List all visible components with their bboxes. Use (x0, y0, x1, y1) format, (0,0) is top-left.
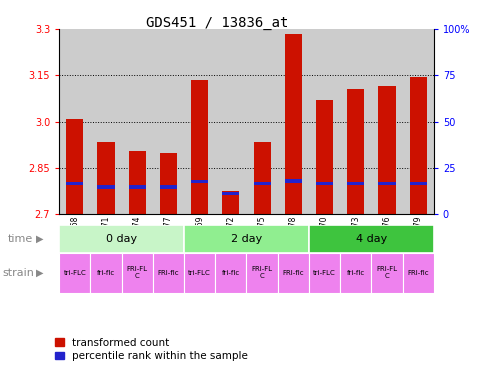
Bar (129, 151, 146, 214)
Bar (371, 29, 403, 214)
Bar (246, 29, 278, 214)
Text: FRI-FL
C: FRI-FL C (127, 266, 148, 279)
Text: ▶: ▶ (35, 234, 43, 244)
Text: fri-flc: fri-flc (97, 270, 115, 276)
Bar (98, 142, 114, 214)
Bar (340, 29, 371, 214)
Bar (253, 182, 271, 186)
Bar (222, 191, 240, 214)
Text: strain: strain (2, 268, 35, 278)
Bar (66, 119, 83, 214)
Text: 4 day: 4 day (356, 234, 387, 244)
Bar (122, 253, 153, 293)
Bar (246, 253, 278, 293)
Bar (59, 253, 90, 293)
Bar (309, 29, 340, 214)
Bar (191, 80, 208, 214)
Bar (410, 182, 427, 186)
Bar (59, 29, 90, 214)
Bar (90, 253, 122, 293)
Bar (285, 179, 302, 183)
Bar (90, 29, 122, 214)
Bar (153, 29, 184, 214)
Text: FRI-flc: FRI-flc (282, 270, 304, 276)
Bar (278, 253, 309, 293)
Bar (59, 225, 184, 253)
Text: ▶: ▶ (35, 268, 43, 278)
Bar (184, 253, 215, 293)
Text: fri-flc: fri-flc (222, 270, 240, 276)
Bar (316, 182, 333, 186)
Bar (153, 253, 184, 293)
Text: 0 day: 0 day (106, 234, 137, 244)
Bar (215, 253, 246, 293)
Bar (371, 253, 403, 293)
Bar (191, 180, 208, 183)
Text: GDS451 / 13836_at: GDS451 / 13836_at (146, 16, 288, 30)
Bar (379, 86, 395, 214)
Text: fri-flc: fri-flc (347, 270, 365, 276)
Bar (222, 192, 240, 195)
Bar (285, 34, 302, 214)
Bar (66, 182, 83, 186)
Bar (184, 29, 215, 214)
Bar (410, 77, 427, 214)
Text: tri-FLC: tri-FLC (188, 270, 211, 276)
Bar (379, 182, 395, 186)
Bar (122, 29, 153, 214)
Bar (309, 253, 340, 293)
Bar (403, 29, 434, 214)
Bar (160, 153, 177, 214)
Text: FRI-flc: FRI-flc (158, 270, 179, 276)
Text: FRI-flc: FRI-flc (407, 270, 429, 276)
Text: time: time (7, 234, 33, 244)
Text: tri-FLC: tri-FLC (64, 270, 86, 276)
Bar (278, 29, 309, 214)
Text: 2 day: 2 day (231, 234, 262, 244)
Text: FRI-FL
C: FRI-FL C (377, 266, 397, 279)
Text: tri-FLC: tri-FLC (313, 270, 336, 276)
Bar (98, 185, 114, 189)
Bar (347, 89, 364, 214)
Bar (347, 182, 364, 186)
Bar (129, 185, 146, 189)
Bar (309, 225, 434, 253)
Bar (215, 29, 246, 214)
Legend: transformed count, percentile rank within the sample: transformed count, percentile rank withi… (55, 338, 248, 361)
Text: FRI-FL
C: FRI-FL C (251, 266, 273, 279)
Bar (340, 253, 371, 293)
Bar (184, 225, 309, 253)
Bar (253, 142, 271, 214)
Bar (160, 185, 177, 189)
Bar (316, 100, 333, 214)
Bar (403, 253, 434, 293)
